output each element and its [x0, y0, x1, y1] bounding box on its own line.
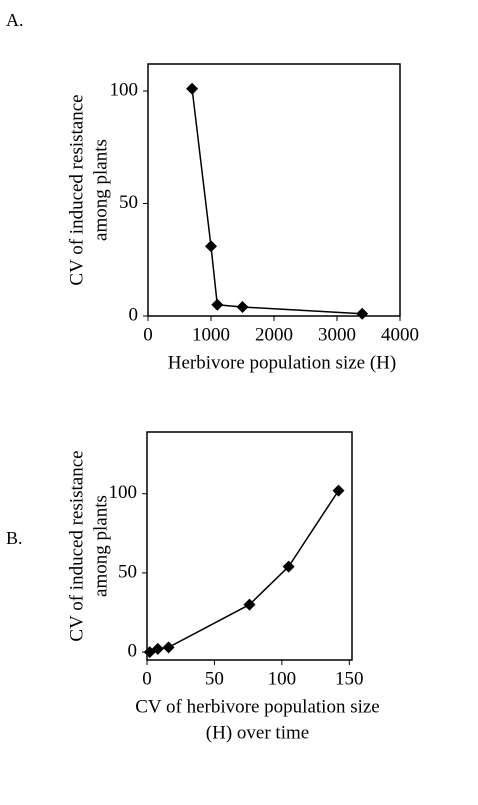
x-axis-label: CV of herbivore population size: [135, 696, 380, 717]
y-tick-label: 100: [110, 79, 139, 100]
data-point: [243, 598, 256, 611]
y-tick-label: 0: [129, 304, 139, 325]
y-tick-label: 50: [118, 561, 137, 582]
data-point: [332, 484, 345, 497]
plot-frame: [146, 431, 353, 661]
data-line: [191, 88, 363, 315]
x-tick-label: 4000: [381, 324, 419, 345]
y-axis-label: among plants: [90, 495, 111, 597]
data-point: [162, 641, 175, 654]
x-tick-label: 100: [268, 668, 297, 689]
y-tick-label: 50: [119, 192, 138, 213]
y-axis-label: among plants: [90, 139, 111, 241]
data-point: [151, 642, 164, 655]
y-tick-label: 0: [128, 640, 138, 661]
x-axis-label: Herbivore population size (H): [168, 352, 396, 373]
data-point: [186, 82, 199, 95]
x-tick-label: 150: [335, 668, 364, 689]
data-point: [205, 240, 217, 253]
plot-frame: [147, 63, 401, 317]
data-point: [211, 298, 224, 311]
x-tick-label: 3000: [318, 324, 356, 345]
x-axis-label: (H) over time: [206, 722, 309, 743]
y-axis-label: CV of induced resistance: [66, 94, 87, 285]
panel-label: B.: [6, 528, 23, 548]
panel-label: A.: [6, 10, 24, 30]
x-tick-label: 0: [143, 324, 153, 345]
data-point: [282, 560, 295, 573]
data-point: [236, 301, 249, 313]
x-tick-label: 0: [142, 668, 152, 689]
y-tick-label: 100: [109, 482, 138, 503]
x-tick-label: 50: [205, 668, 224, 689]
data-point: [356, 307, 369, 320]
x-tick-label: 1000: [192, 324, 230, 345]
y-axis-label: CV of induced resistance: [66, 450, 87, 641]
x-tick-label: 2000: [255, 324, 293, 345]
data-line: [149, 490, 340, 653]
